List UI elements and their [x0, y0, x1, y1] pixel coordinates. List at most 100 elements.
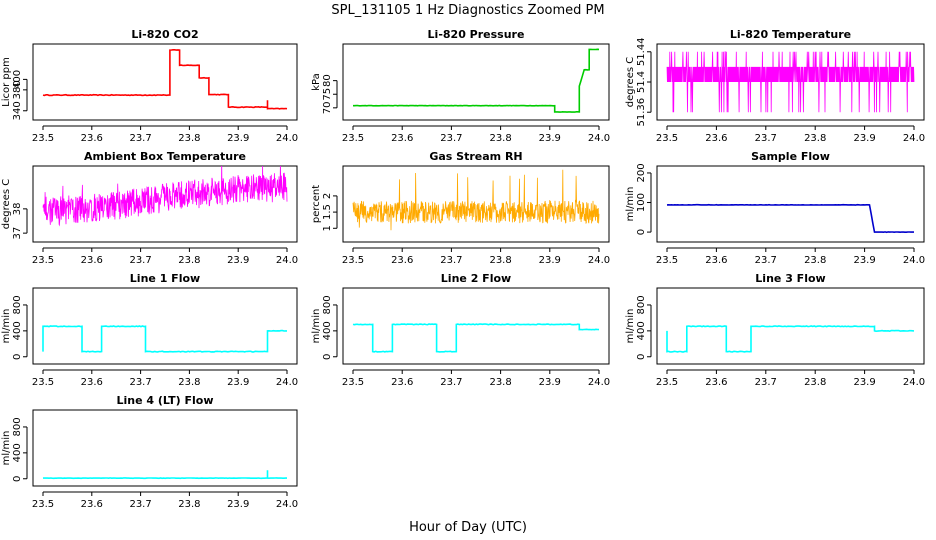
x-tick-label: 23.6	[391, 133, 413, 144]
x-tick-label: 23.8	[178, 255, 200, 266]
x-tick-label: 23.9	[853, 377, 875, 388]
y-tick-label: 400	[12, 321, 23, 340]
plot-frame	[656, 165, 925, 243]
panel-title: Ambient Box Temperature	[84, 150, 246, 163]
x-tick-label: 24.0	[276, 499, 298, 510]
x-tick-label: 23.9	[539, 255, 561, 266]
y-tick-label: 1.5	[322, 204, 333, 220]
x-tick-label: 23.5	[32, 133, 54, 144]
y-tick-label: 0	[12, 354, 23, 360]
x-tick-label: 23.5	[656, 255, 678, 266]
panel-title: Sample Flow	[751, 150, 830, 163]
panel-3: Li-820 Temperature degrees C 23.5 23.6 23.7 2…	[625, 28, 925, 144]
y-tick-label: 75	[322, 88, 333, 101]
x-tick-label: 23.9	[853, 133, 875, 144]
x-tick-label: 24.0	[588, 255, 610, 266]
y-axis-label: ml/min	[311, 309, 322, 344]
x-tick-label: 23.8	[804, 133, 826, 144]
panels: Li-820 CO2 Licor ppm 23.5 23.6 23.7 23.8 23.9 2…	[1, 28, 925, 510]
y-tick-label: 51.44	[636, 37, 647, 66]
series-line	[353, 48, 600, 113]
series-line	[666, 203, 914, 234]
x-tick-label: 23.9	[539, 133, 561, 144]
series-line	[352, 323, 600, 353]
y-axis-label: percent	[311, 185, 322, 223]
y-tick-label: 0	[636, 354, 647, 360]
x-tick-label: 24.0	[276, 377, 298, 388]
x-tick-label: 23.8	[489, 377, 511, 388]
x-tick-label: 24.0	[903, 377, 925, 388]
x-tick-label: 23.8	[178, 133, 200, 144]
y-tick-label: 100	[636, 193, 647, 212]
series-line	[42, 166, 288, 227]
x-tick-label: 23.7	[440, 377, 462, 388]
x-tick-label: 23.7	[440, 255, 462, 266]
x-tick-label: 23.6	[81, 255, 103, 266]
y-axis-label: ml/min	[625, 309, 636, 344]
x-tick-label: 23.9	[227, 255, 249, 266]
x-tick-label: 23.7	[755, 377, 777, 388]
y-tick-label: 51.36	[636, 98, 647, 127]
x-tick-label: 23.6	[81, 377, 103, 388]
panel-7: Line 1 Flow ml/min 23.5 23.6 23.7 23.8 23.9 24.…	[1, 272, 298, 388]
panel-title: Line 2 Flow	[441, 272, 511, 285]
y-tick-label: 800	[322, 295, 333, 314]
x-tick-label: 23.8	[804, 377, 826, 388]
series-line	[666, 325, 915, 353]
panel-6: Sample Flow ml/min 23.5 23.6 23.7 23.8 23.9 24.…	[625, 150, 925, 266]
x-tick-label: 23.8	[489, 255, 511, 266]
x-tick-label: 23.7	[129, 377, 151, 388]
panel-10: Line 4 (LT) Flow ml/min 23.5 23.6 23.7 23.8 23…	[1, 394, 298, 510]
panel-title: Li-820 Pressure	[428, 28, 525, 41]
x-tick-label: 24.0	[588, 133, 610, 144]
panel-8: Line 2 Flow ml/min 23.5 23.6 23.7 23.8 23.9 24.…	[311, 272, 610, 388]
x-tick-label: 23.8	[178, 499, 200, 510]
y-tick-label: 200	[636, 163, 647, 182]
y-tick-label: 400	[322, 321, 333, 340]
panel-2: Li-820 Pressure kPa 23.5 23.6 23.7 23.8 23.9 24…	[311, 28, 610, 144]
x-tick-label: 23.5	[32, 377, 54, 388]
x-tick-label: 23.6	[705, 133, 727, 144]
y-tick-label: 380	[12, 80, 23, 99]
x-tick-label: 23.6	[391, 377, 413, 388]
y-axis-label: degrees C	[1, 179, 12, 229]
plot-frame	[32, 409, 298, 487]
series-line	[42, 49, 288, 110]
panel-title: Line 1 Flow	[130, 272, 200, 285]
y-axis-label: ml/min	[1, 309, 12, 344]
y-tick-label: 70	[322, 101, 333, 114]
x-tick-label: 23.5	[656, 377, 678, 388]
x-tick-label: 23.9	[539, 377, 561, 388]
x-tick-label: 24.0	[276, 133, 298, 144]
x-tick-label: 24.0	[276, 255, 298, 266]
y-axis-label: kPa	[311, 73, 322, 91]
x-tick-label: 23.6	[81, 133, 103, 144]
x-tick-label: 23.9	[227, 499, 249, 510]
panel-title: Li-820 CO2	[131, 28, 198, 41]
series-line	[42, 325, 287, 353]
panel-title: Gas Stream RH	[429, 150, 522, 163]
x-tick-label: 23.7	[755, 255, 777, 266]
x-tick-label: 23.5	[32, 499, 54, 510]
panel-title: Line 3 Flow	[755, 272, 825, 285]
panel-title: Line 4 (LT) Flow	[117, 394, 214, 407]
x-tick-label: 24.0	[588, 377, 610, 388]
panel-1: Li-820 CO2 Licor ppm 23.5 23.6 23.7 23.8 23.9 2…	[1, 28, 298, 144]
y-axis-label: ml/min	[625, 187, 636, 222]
y-tick-label: 51.4	[636, 71, 647, 93]
plot-frame	[342, 43, 610, 121]
plot-frame	[342, 287, 610, 365]
x-tick-label: 23.5	[32, 255, 54, 266]
x-tick-label: 23.7	[755, 133, 777, 144]
y-tick-label: 0	[12, 476, 23, 482]
x-tick-label: 23.6	[391, 255, 413, 266]
x-tick-label: 23.5	[342, 377, 364, 388]
panel-4: Ambient Box Temperature degrees C 23.5 23.6…	[1, 150, 298, 266]
y-tick-label: 400	[12, 70, 23, 89]
figure-x-axis-label: Hour of Day (UTC)	[409, 520, 527, 535]
y-tick-label: 2	[322, 193, 333, 199]
x-tick-label: 23.5	[342, 133, 364, 144]
x-tick-label: 23.7	[129, 499, 151, 510]
plot-frame	[32, 165, 298, 243]
